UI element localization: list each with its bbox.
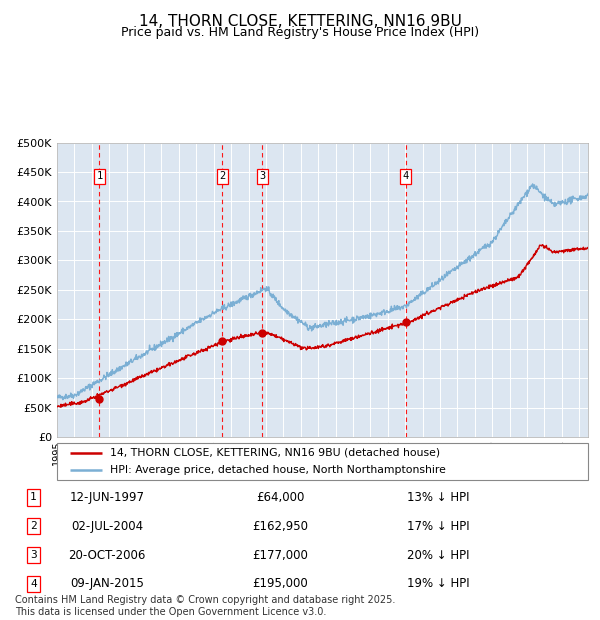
Text: £177,000: £177,000 [252,549,308,562]
Text: 02-JUL-2004: 02-JUL-2004 [71,520,143,533]
Text: HPI: Average price, detached house, North Northamptonshire: HPI: Average price, detached house, Nort… [110,465,446,475]
Text: 14, THORN CLOSE, KETTERING, NN16 9BU: 14, THORN CLOSE, KETTERING, NN16 9BU [139,14,461,29]
Text: Price paid vs. HM Land Registry's House Price Index (HPI): Price paid vs. HM Land Registry's House … [121,26,479,39]
Text: 2: 2 [30,521,37,531]
Text: 3: 3 [30,550,37,560]
Text: 14, THORN CLOSE, KETTERING, NN16 9BU (detached house): 14, THORN CLOSE, KETTERING, NN16 9BU (de… [110,448,440,458]
Text: 09-JAN-2015: 09-JAN-2015 [70,577,144,590]
Text: £64,000: £64,000 [256,491,304,504]
Text: 1: 1 [97,171,103,181]
Text: £195,000: £195,000 [252,577,308,590]
Text: 13% ↓ HPI: 13% ↓ HPI [407,491,469,504]
Text: 2: 2 [219,171,226,181]
Text: 4: 4 [30,579,37,589]
Text: Contains HM Land Registry data © Crown copyright and database right 2025.
This d: Contains HM Land Registry data © Crown c… [15,595,395,617]
Text: 17% ↓ HPI: 17% ↓ HPI [407,520,469,533]
Text: 1: 1 [30,492,37,502]
Text: 4: 4 [403,171,409,181]
Text: 20% ↓ HPI: 20% ↓ HPI [407,549,469,562]
Text: 20-OCT-2006: 20-OCT-2006 [68,549,146,562]
Text: £162,950: £162,950 [252,520,308,533]
Text: 12-JUN-1997: 12-JUN-1997 [70,491,145,504]
Text: 3: 3 [259,171,266,181]
Text: 19% ↓ HPI: 19% ↓ HPI [407,577,469,590]
FancyBboxPatch shape [57,443,588,480]
